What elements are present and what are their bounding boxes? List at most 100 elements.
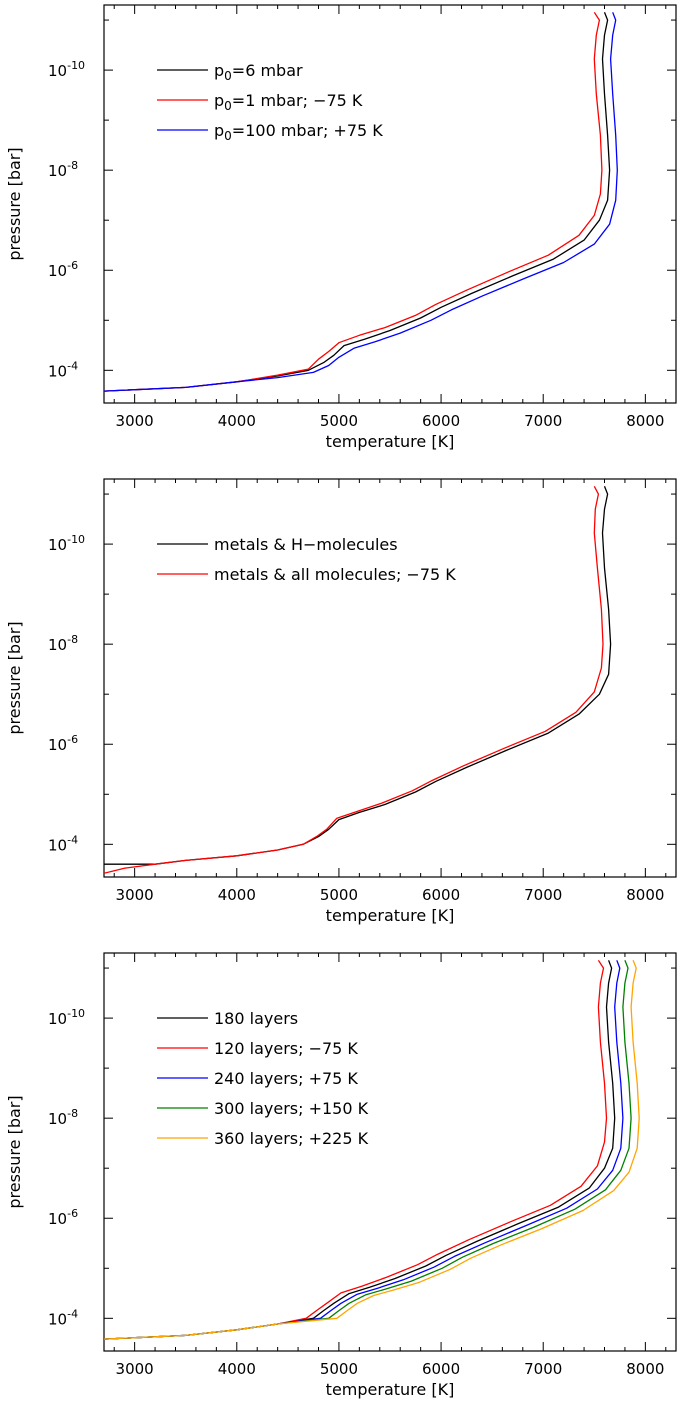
series-line-5 [104,960,640,1340]
y-tick-base: 10 [48,1210,67,1228]
y-tick-exponent: -4 [67,359,78,372]
x-tick-label: 8000 [626,886,664,904]
legend-label-5: 360 layers; +225 K [214,1129,369,1148]
x-tick-label: 8000 [626,412,664,430]
plot-frame [103,478,677,878]
y-tick-base: 10 [48,736,67,754]
y-tick-base: 10 [48,1110,67,1128]
y-tick-label: 10-8 [48,1107,78,1128]
legend-label-part: =6 mbar [232,61,303,80]
y-axis-label: pressure [bar] [5,621,24,734]
series-line-2 [104,11,603,392]
legend-label-part: 120 layers; −75 K [214,1039,358,1058]
legend-label-part: 0 [224,99,232,113]
y-axis-label: pressure [bar] [5,147,24,260]
y-tick-exponent: -4 [67,1307,78,1320]
y-tick-base: 10 [48,162,67,180]
x-tick-label: 3000 [116,412,154,430]
legend-label-part: 0 [224,69,232,83]
y-tick-label: 10-4 [48,1307,78,1328]
series-line-1 [104,960,616,1340]
series-line-4 [104,960,632,1340]
y-tick-base: 10 [48,362,67,380]
x-tick-label: 8000 [626,1360,664,1378]
legend-label-2: p0=1 mbar; −75 K [214,91,363,113]
x-tick-label: 6000 [422,1360,460,1378]
legend-label-4: 300 layers; +150 K [214,1099,369,1118]
y-tick-label: 10-10 [48,59,85,80]
x-axis-label: temperature [K] [326,432,455,451]
series-line-1 [104,12,611,392]
series-line-2 [104,485,604,874]
x-tick-label: 3000 [116,886,154,904]
legend-label-part: 360 layers; +225 K [214,1129,369,1148]
legend-label-part: =100 mbar; +75 K [232,121,383,140]
y-tick-label: 10-6 [48,733,78,754]
legend-label-part: 240 layers; +75 K [214,1069,358,1088]
x-axis-label: temperature [K] [326,1380,455,1399]
y-tick-label: 10-10 [48,1007,85,1028]
legend-label-part: p [214,121,224,140]
legend-label-3: p0=100 mbar; +75 K [214,121,383,143]
y-tick-base: 10 [48,62,67,80]
y-tick-exponent: -4 [67,833,78,846]
y-tick-base: 10 [48,836,67,854]
chart-panel-2: 3000 4000 5000 6000 7000 800010-1010-810-610-… [5,478,677,925]
y-tick-base: 10 [48,262,67,280]
y-tick-label: 10-4 [48,359,78,380]
y-tick-exponent: -10 [67,1007,85,1020]
plot-frame [103,952,677,1352]
y-tick-exponent: -6 [67,259,78,272]
y-tick-label: 10-6 [48,1207,78,1228]
legend-label-part: p [214,91,224,110]
x-tick-label: 5000 [320,886,358,904]
x-tick-label: 6000 [422,886,460,904]
y-tick-label: 10-4 [48,833,78,854]
x-tick-label: 7000 [524,1360,562,1378]
series-line-3 [104,12,618,392]
chart-panel-3: 3000 4000 5000 6000 7000 800010-1010-810-610-… [5,952,677,1399]
y-tick-exponent: -10 [67,59,85,72]
plot-frame [103,4,677,404]
y-tick-exponent: -8 [67,159,78,172]
x-tick-label: 4000 [218,1360,256,1378]
legend-label-3: 240 layers; +75 K [214,1069,358,1088]
y-tick-base: 10 [48,1010,67,1028]
y-tick-exponent: -8 [67,1107,78,1120]
legend-label-1: p0=6 mbar [214,61,303,83]
y-axis-label: pressure [bar] [5,1095,24,1208]
legend-label-part: 0 [224,129,232,143]
y-tick-base: 10 [48,636,67,654]
legend-label-part: metals & H−molecules [214,535,398,554]
y-tick-base: 10 [48,1310,67,1328]
legend-label-part: 180 layers [214,1009,298,1028]
legend-label-part: =1 mbar; −75 K [232,91,363,110]
x-axis-label: temperature [K] [326,906,455,925]
legend-label-part: p [214,61,224,80]
legend-label-part: 300 layers; +150 K [214,1099,369,1118]
legend-label-part: metals & all molecules; −75 K [214,565,456,584]
x-tick-label: 4000 [218,886,256,904]
y-tick-base: 10 [48,536,67,554]
x-tick-label: 7000 [524,886,562,904]
y-tick-label: 10-8 [48,633,78,654]
x-tick-label: 6000 [422,412,460,430]
y-tick-label: 10-8 [48,159,78,180]
y-tick-exponent: -6 [67,733,78,746]
x-tick-label: 5000 [320,412,358,430]
legend: 180 layers 120 layers; −75 K 240 layers; +… [157,1009,369,1148]
series-line-2 [104,959,608,1340]
legend-label-2: 120 layers; −75 K [214,1039,358,1058]
x-tick-label: 5000 [320,1360,358,1378]
y-tick-exponent: -10 [67,533,85,546]
legend-label-1: 180 layers [214,1009,298,1028]
x-tick-label: 7000 [524,412,562,430]
series-line-3 [104,960,624,1340]
legend: metals & H−molecules metals & all molecul… [157,535,456,584]
legend-label-1: metals & H−molecules [214,535,398,554]
y-tick-label: 10-10 [48,533,85,554]
y-tick-exponent: -6 [67,1207,78,1220]
legend-label-2: metals & all molecules; −75 K [214,565,456,584]
